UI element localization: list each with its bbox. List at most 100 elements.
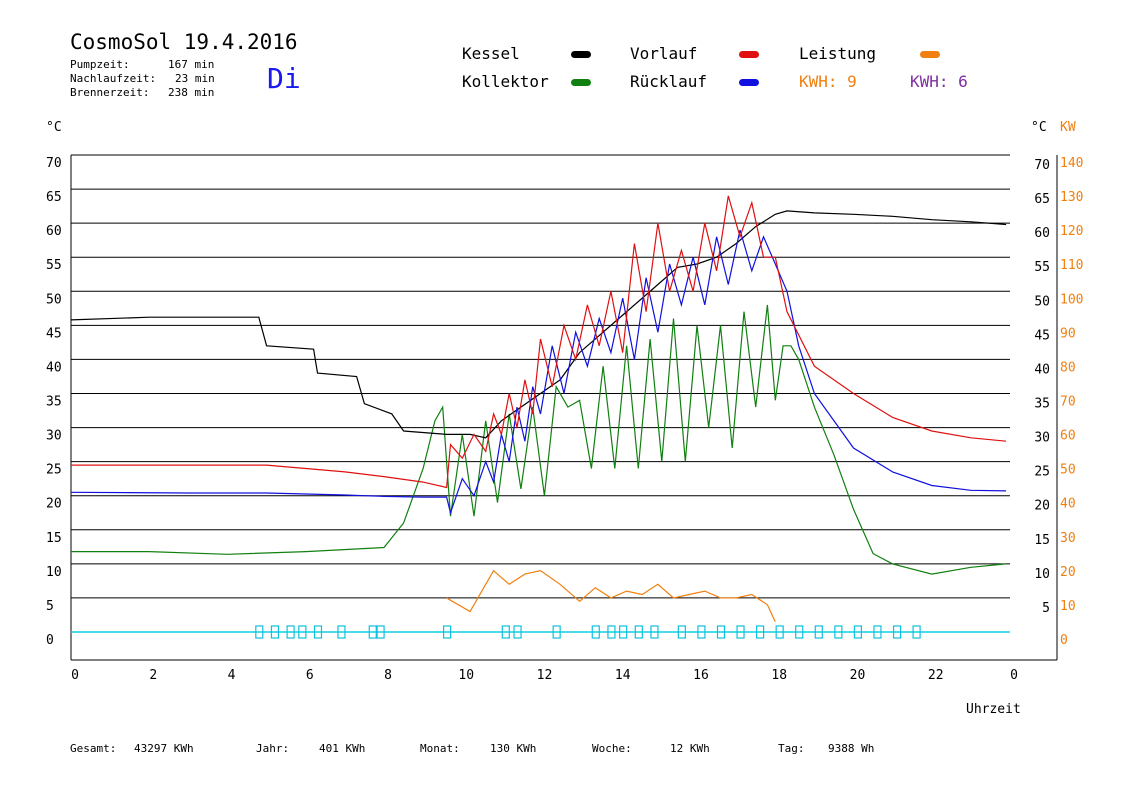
y-right-kw-tick-label: 50 bbox=[1060, 463, 1076, 478]
y-right-kw-tick-label: 30 bbox=[1060, 531, 1076, 546]
pump-marker bbox=[513, 625, 522, 639]
pump-marker bbox=[912, 625, 921, 639]
pump-marker bbox=[650, 625, 659, 639]
pump-marker bbox=[255, 625, 264, 639]
y-left-tick-label: 10 bbox=[46, 565, 62, 580]
pump-marker bbox=[501, 625, 510, 639]
legend-leistung-swatch bbox=[920, 51, 940, 58]
y-left-tick-label: 20 bbox=[46, 497, 62, 512]
y-left-tick-label: 55 bbox=[46, 258, 62, 273]
pump-marker bbox=[607, 625, 616, 639]
y-right-kw-tick-label: 20 bbox=[1060, 565, 1076, 580]
y-left-tick-label: 5 bbox=[46, 599, 54, 614]
pump-marker bbox=[552, 625, 561, 639]
y-left-tick-label: 35 bbox=[46, 395, 62, 410]
pump-marker bbox=[286, 625, 295, 639]
y-left-tick-label: 45 bbox=[46, 326, 62, 341]
y-right-kw-tick-label: 70 bbox=[1060, 395, 1076, 410]
pump-marker bbox=[677, 625, 686, 639]
pump-marker bbox=[892, 625, 902, 639]
pump-marker bbox=[814, 625, 823, 639]
pump-marker bbox=[873, 625, 882, 639]
series-kollektor bbox=[71, 304, 1007, 575]
pump-marker bbox=[443, 625, 452, 639]
y-left-tick-label: 30 bbox=[46, 429, 62, 444]
pump-marker bbox=[795, 625, 804, 639]
pump-marker bbox=[736, 625, 745, 639]
y-right-kw-tick-label: 130 bbox=[1060, 190, 1083, 205]
x-tick-label: 2 bbox=[149, 668, 157, 683]
kwh-leistung: KWH: 9 bbox=[799, 72, 857, 91]
footer-woche-label: Woche: bbox=[592, 742, 632, 755]
y-right-kw-tick-label: 0 bbox=[1060, 633, 1068, 648]
x-tick-label: 22 bbox=[928, 668, 944, 683]
y-right-c-tick-label: 5 bbox=[1042, 601, 1050, 616]
footer-jahr-value: 401 KWh bbox=[319, 742, 366, 755]
stat-pumpzeit: Pumpzeit: bbox=[70, 58, 130, 71]
x-tick-label: 18 bbox=[771, 668, 787, 683]
y-right-kw-tick-label: 10 bbox=[1060, 599, 1076, 614]
x-axis-label: Uhrzeit bbox=[966, 702, 1021, 717]
pump-marker bbox=[376, 625, 385, 639]
legend-ruecklauf-swatch bbox=[739, 79, 759, 86]
legend-vorlauf: Vorlauf bbox=[630, 44, 698, 63]
pump-marker bbox=[834, 625, 843, 639]
pump-marker bbox=[619, 625, 628, 639]
pump-marker bbox=[775, 625, 784, 639]
stat-nachlaufzeit-value: 23 min bbox=[175, 72, 215, 85]
x-tick-label: 0 bbox=[71, 668, 79, 683]
y-right-c-tick-label: 40 bbox=[1034, 362, 1050, 377]
x-tick-label: 12 bbox=[537, 668, 553, 683]
pump-marker bbox=[755, 625, 765, 639]
x-tick-label: 8 bbox=[384, 668, 392, 683]
y-right-c-tick-label: 30 bbox=[1034, 431, 1050, 446]
pump-marker bbox=[313, 625, 323, 639]
pump-marker bbox=[270, 625, 280, 639]
footer-gesamt-label: Gesamt: bbox=[70, 742, 117, 755]
y-left-tick-label: 70 bbox=[46, 156, 62, 171]
x-tick-label: 14 bbox=[615, 668, 631, 683]
x-tick-label: 0 bbox=[1010, 668, 1018, 683]
series-leistung bbox=[446, 569, 776, 623]
footer-woche-value: 12 KWh bbox=[670, 742, 710, 755]
legend-kessel-swatch bbox=[571, 51, 591, 58]
y-right-c-tick-label: 70 bbox=[1034, 158, 1050, 173]
x-tick-label: 4 bbox=[228, 668, 236, 683]
kwh-secondary: KWH: 6 bbox=[910, 72, 968, 91]
pump-marker bbox=[634, 625, 643, 639]
y-right-kw-tick-label: 120 bbox=[1060, 224, 1083, 239]
weekday-label: Di bbox=[267, 62, 301, 95]
right-axis-unit-c: °C bbox=[1031, 120, 1047, 135]
pump-marker bbox=[337, 625, 346, 639]
x-tick-label: 10 bbox=[458, 668, 474, 683]
y-right-kw-tick-label: 80 bbox=[1060, 360, 1076, 375]
y-right-c-tick-label: 35 bbox=[1034, 397, 1050, 412]
series-ruecklauf bbox=[70, 229, 1007, 515]
legend-kollektor-swatch bbox=[571, 79, 591, 86]
y-right-kw-tick-label: 40 bbox=[1060, 497, 1076, 512]
y-right-kw-tick-label: 110 bbox=[1060, 258, 1083, 273]
y-right-kw-tick-label: 90 bbox=[1060, 326, 1076, 341]
y-left-tick-label: 50 bbox=[46, 292, 62, 307]
legend-leistung: Leistung bbox=[799, 44, 877, 63]
y-left-tick-label: 25 bbox=[46, 463, 62, 478]
y-right-c-tick-label: 45 bbox=[1034, 328, 1050, 343]
y-left-tick-label: 60 bbox=[46, 224, 62, 239]
stat-nachlaufzeit: Nachlaufzeit: bbox=[70, 72, 157, 85]
y-left-tick-label: 0 bbox=[46, 633, 54, 648]
y-left-tick-label: 40 bbox=[46, 360, 62, 375]
pump-marker bbox=[697, 625, 706, 639]
footer-jahr-label: Jahr: bbox=[256, 742, 290, 755]
stat-pumpzeit-value: 167 min bbox=[168, 58, 215, 71]
left-axis-unit: °C bbox=[46, 120, 62, 135]
x-tick-label: 20 bbox=[850, 668, 866, 683]
pump-marker bbox=[368, 625, 377, 639]
x-tick-label: 16 bbox=[693, 668, 709, 683]
pump-marker bbox=[853, 625, 863, 639]
footer-monat-label: Monat: bbox=[420, 742, 460, 755]
page-title: CosmoSol 19.4.2016 bbox=[70, 30, 298, 54]
y-left-tick-label: 15 bbox=[46, 531, 62, 546]
y-right-c-tick-label: 25 bbox=[1034, 465, 1050, 480]
y-right-c-tick-label: 55 bbox=[1034, 260, 1050, 275]
